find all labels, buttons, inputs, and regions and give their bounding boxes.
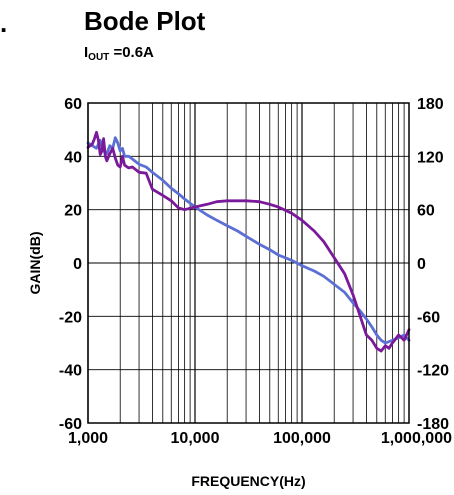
y2-tick-label: -180 — [417, 416, 449, 433]
series-layer — [86, 130, 411, 353]
subtitle-rest: =0.6A — [109, 44, 154, 61]
y2-tick-label: -60 — [417, 309, 440, 326]
y-tick-label: -20 — [59, 309, 82, 326]
y2-tick-label: 180 — [417, 96, 444, 113]
y2-tick-label: 120 — [417, 149, 444, 166]
x-axis-label: FREQUENCY(Hz) — [191, 473, 305, 489]
x-tick-label: 1,000,000 — [381, 430, 452, 447]
chart-title: Bode Plot — [84, 6, 206, 36]
y-tick-label: 40 — [64, 149, 82, 166]
y-axis-label: GAIN(dB) — [27, 232, 43, 295]
x-tick-label: 100,000 — [273, 430, 331, 447]
chart-subtitle: IOUT =0.6A — [84, 44, 154, 63]
grid-lines — [87, 102, 409, 424]
y2-tick-label: -120 — [417, 363, 449, 380]
subtitle-subscript: OUT — [88, 52, 110, 63]
plot-frame — [87, 102, 410, 424]
tick-labels: 6040200-20-40-60180120600-60-120-1801,00… — [59, 96, 452, 447]
y-tick-label: 60 — [64, 96, 82, 113]
y-tick-label: 20 — [64, 203, 82, 220]
y2-tick-label: 0 — [417, 256, 426, 273]
y-tick-label: -40 — [59, 363, 82, 380]
right-axis-series-line — [86, 130, 411, 353]
x-tick-label: 1,000 — [68, 430, 108, 447]
subtitle-base: I — [84, 44, 89, 61]
y-tick-label: -60 — [59, 416, 82, 433]
x-tick-label: 10,000 — [171, 430, 220, 447]
left-axis-series-line — [86, 136, 411, 345]
section-bullet: . — [0, 8, 8, 38]
y-tick-label: 0 — [73, 256, 82, 273]
y2-tick-label: 60 — [417, 203, 435, 220]
